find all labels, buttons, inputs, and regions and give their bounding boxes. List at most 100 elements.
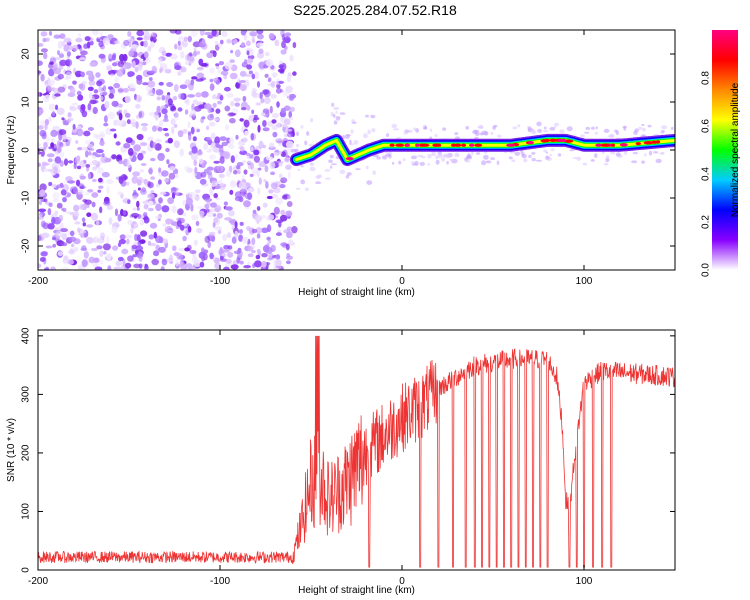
ridge-peak <box>611 143 615 147</box>
noise-blob <box>180 263 187 270</box>
noise-blob <box>120 66 125 72</box>
noise-blob <box>514 151 521 156</box>
noise-blob <box>158 48 163 53</box>
noise-blob <box>230 100 235 107</box>
noise-blob <box>256 33 264 40</box>
noise-blob <box>256 249 261 254</box>
noise-blob <box>256 30 264 35</box>
noise-blob <box>324 177 331 180</box>
noise-blob <box>233 39 238 44</box>
noise-blob <box>182 235 187 242</box>
noise-blob <box>191 76 198 80</box>
noise-blob <box>52 199 60 203</box>
noise-blob <box>251 73 256 80</box>
noise-blob <box>126 156 132 164</box>
noise-blob <box>81 110 88 118</box>
noise-blob <box>204 103 212 110</box>
noise-blob <box>71 127 78 135</box>
noise-blob <box>367 129 371 135</box>
noise-blob <box>147 181 154 189</box>
noise-blob <box>177 40 181 46</box>
noise-blob <box>271 124 278 131</box>
x-tick-label: -200 <box>28 276 48 287</box>
noise-blob <box>142 200 149 204</box>
noise-blob <box>89 40 94 46</box>
noise-blob <box>251 87 257 94</box>
noise-blob <box>471 151 474 156</box>
noise-blob <box>198 104 207 109</box>
noise-blob <box>262 120 267 127</box>
noise-blob <box>310 118 314 123</box>
y-tick-label: -10 <box>21 190 32 205</box>
noise-blob <box>245 152 251 157</box>
noise-blob <box>141 187 147 193</box>
noise-blob <box>531 130 537 135</box>
noise-blob <box>259 92 263 100</box>
noise-blob <box>624 150 628 156</box>
noise-blob <box>65 211 72 214</box>
noise-blob <box>260 97 265 104</box>
noise-blob <box>162 127 169 132</box>
noise-blob <box>365 165 369 170</box>
noise-blob <box>152 125 157 132</box>
noise-blob <box>86 212 92 217</box>
noise-blob <box>131 122 136 128</box>
noise-blob <box>238 181 246 190</box>
noise-blob <box>68 236 77 242</box>
noise-blob <box>56 202 63 209</box>
y-tick-label: -20 <box>21 238 32 253</box>
noise-blob <box>224 86 231 92</box>
noise-blob <box>166 82 174 87</box>
noise-blob <box>278 80 284 84</box>
noise-blob <box>58 129 67 136</box>
noise-blob <box>226 232 231 239</box>
noise-blob <box>47 83 53 91</box>
noise-blob <box>590 159 595 162</box>
noise-blob <box>275 254 281 260</box>
noise-blob <box>117 86 125 95</box>
noise-blob <box>261 261 267 268</box>
noise-blob <box>40 251 48 257</box>
noise-blob <box>264 165 269 173</box>
noise-blob <box>92 106 98 115</box>
noise-blob <box>615 130 619 136</box>
ridge-peak <box>619 143 628 147</box>
noise-blob <box>258 140 264 149</box>
noise-blob <box>661 130 665 133</box>
noise-blob <box>435 159 440 165</box>
noise-blob <box>185 197 193 206</box>
noise-blob <box>331 102 335 107</box>
noise-blob <box>161 205 170 213</box>
noise-blob <box>157 153 165 161</box>
noise-blob <box>252 167 258 175</box>
noise-blob <box>285 210 293 217</box>
noise-blob <box>213 160 220 164</box>
noise-blob <box>115 141 121 146</box>
noise-blob <box>610 151 616 155</box>
noise-blob <box>82 222 87 227</box>
x-tick-label: 100 <box>576 276 593 287</box>
noise-blob <box>256 42 264 48</box>
noise-blob <box>262 144 267 149</box>
noise-blob <box>46 153 55 158</box>
noise-blob <box>193 159 197 167</box>
noise-blob <box>117 256 124 262</box>
noise-blob <box>40 73 45 82</box>
noise-blob <box>143 178 148 185</box>
noise-blob <box>441 157 446 162</box>
noise-blob <box>295 187 301 190</box>
noise-blob <box>93 89 99 94</box>
noise-blob <box>242 61 248 67</box>
noise-blob <box>233 250 242 255</box>
noise-blob <box>172 245 177 252</box>
noise-blob <box>69 105 74 110</box>
noise-blob <box>244 73 253 77</box>
noise-blob <box>98 53 106 59</box>
noise-blob <box>285 85 293 93</box>
noise-blob <box>39 213 43 218</box>
noise-blob <box>86 236 94 244</box>
y-axis-label: SNR (10 * v/v) <box>6 418 17 482</box>
noise-blob <box>111 225 118 234</box>
noise-blob <box>99 206 103 214</box>
noise-blob <box>172 96 178 101</box>
